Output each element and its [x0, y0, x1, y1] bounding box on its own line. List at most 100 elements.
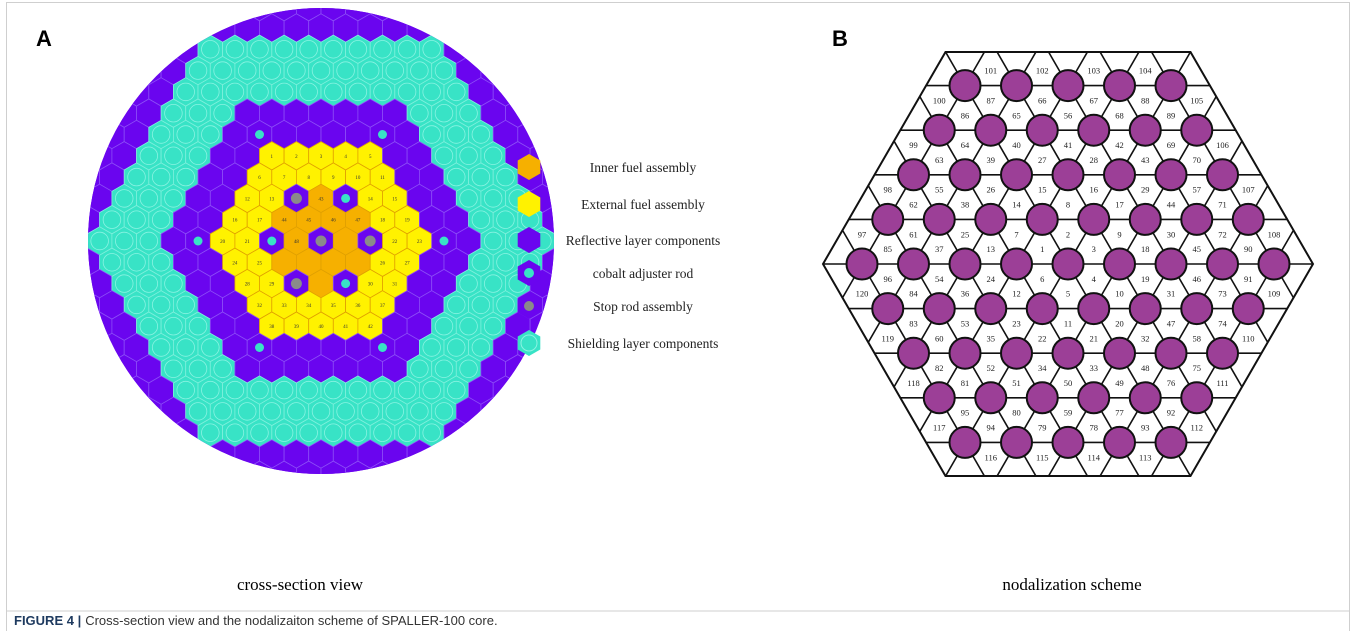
node-label: 80 — [1012, 408, 1021, 418]
node-circle — [1130, 204, 1161, 235]
node-circle — [1078, 204, 1109, 235]
legend-label: Shielding layer components — [568, 336, 719, 351]
node-circle — [1233, 204, 1264, 235]
mesh-line — [1068, 487, 1094, 532]
assembly-label: 29 — [269, 283, 275, 288]
stop-rod — [365, 236, 376, 247]
assembly — [63, 227, 88, 255]
node-label: 24 — [987, 274, 996, 284]
node-circle — [924, 204, 955, 235]
node-circle — [975, 382, 1006, 413]
node-mesh — [733, 0, 1356, 576]
node-label: 49 — [1115, 378, 1124, 388]
mesh-line — [1197, 442, 1223, 487]
node-label: 81 — [961, 378, 970, 388]
mesh-line — [1274, 86, 1300, 131]
node-label: 119 — [882, 333, 894, 343]
assembly-label: 38 — [269, 325, 275, 330]
node-label: 37 — [935, 244, 944, 254]
mesh-line — [1326, 309, 1352, 354]
node-label: 87 — [987, 95, 996, 105]
mesh-line — [1197, 487, 1223, 532]
node-label: 85 — [884, 244, 893, 254]
mesh-line — [914, 442, 940, 487]
mesh-line — [836, 353, 862, 398]
mesh-line — [1017, 0, 1043, 41]
mesh-line — [1171, 532, 1197, 577]
adjuster-rod — [341, 279, 350, 288]
mesh-line — [1042, 487, 1068, 532]
node-circle — [1104, 249, 1135, 280]
adjuster-rod — [255, 130, 264, 139]
node-label: 16 — [1090, 185, 1099, 195]
node-label: 73 — [1218, 289, 1227, 299]
node-label: 111 — [1216, 378, 1228, 388]
node-label: 52 — [987, 363, 996, 373]
node-label: 92 — [1167, 408, 1176, 418]
assembly-label: 33 — [282, 304, 288, 309]
node-label: 99 — [909, 140, 918, 150]
node-label: 110 — [1242, 333, 1254, 343]
node-circle — [1156, 159, 1187, 190]
assembly — [432, 440, 457, 468]
mesh-line — [1145, 487, 1171, 532]
node-label: 4 — [1092, 274, 1097, 284]
node-label: 44 — [1167, 200, 1176, 210]
node-label: 71 — [1218, 200, 1227, 210]
node-label: 91 — [1244, 274, 1253, 284]
node-circle — [1181, 115, 1212, 146]
assembly-label: 22 — [392, 240, 398, 245]
node-circle — [1053, 159, 1084, 190]
node-label: 70 — [1193, 155, 1202, 165]
node-circle — [1104, 427, 1135, 458]
node-label: 104 — [1139, 66, 1153, 76]
node-circle — [924, 293, 955, 324]
node-circle — [872, 204, 903, 235]
node-label: 64 — [961, 140, 970, 150]
mesh-line — [862, 130, 888, 175]
node-label: 112 — [1191, 423, 1203, 433]
mesh-line — [785, 353, 811, 398]
node-circle — [1207, 338, 1238, 369]
assembly-label: 21 — [245, 240, 251, 245]
mesh-line — [811, 219, 837, 264]
node-label: 21 — [1090, 333, 1099, 343]
node-label: 76 — [1167, 378, 1176, 388]
mesh-line — [1274, 398, 1300, 443]
assembly-label: 17 — [257, 219, 263, 224]
figure-label: FIGURE 4 | — [14, 613, 81, 628]
node-label: 61 — [909, 229, 918, 239]
node-label: 54 — [935, 274, 944, 284]
node-circle — [1207, 249, 1238, 280]
mesh-line — [1326, 264, 1352, 309]
assembly-label: 26 — [380, 261, 386, 266]
node-circle — [1001, 159, 1032, 190]
mesh-line — [939, 532, 965, 577]
node-label: 103 — [1087, 66, 1100, 76]
node-label: 58 — [1193, 333, 1202, 343]
node-label: 109 — [1268, 289, 1281, 299]
mesh-line — [1094, 0, 1120, 41]
node-circle — [1053, 427, 1084, 458]
node-label: 118 — [907, 378, 919, 388]
node-circle — [847, 249, 878, 280]
assembly-label: 37 — [380, 304, 386, 309]
node-circle — [1104, 159, 1135, 190]
node-label: 51 — [1012, 378, 1021, 388]
assembly-label: 13 — [269, 197, 275, 202]
mesh-line — [1223, 442, 1249, 487]
adjuster-rod — [341, 194, 350, 203]
mesh-line — [1223, 532, 1249, 577]
adjuster-rod — [194, 237, 203, 246]
mesh-line — [785, 309, 811, 354]
node-label: 69 — [1167, 140, 1176, 150]
mesh-line — [1326, 353, 1352, 398]
node-circle — [1078, 115, 1109, 146]
node-label: 29 — [1141, 185, 1150, 195]
mesh-line — [836, 398, 862, 443]
mesh-line — [939, 487, 965, 532]
panel-letter: A — [36, 26, 52, 51]
mesh-line — [1197, 41, 1223, 86]
node-circle — [1001, 249, 1032, 280]
mesh-line — [1274, 353, 1300, 398]
